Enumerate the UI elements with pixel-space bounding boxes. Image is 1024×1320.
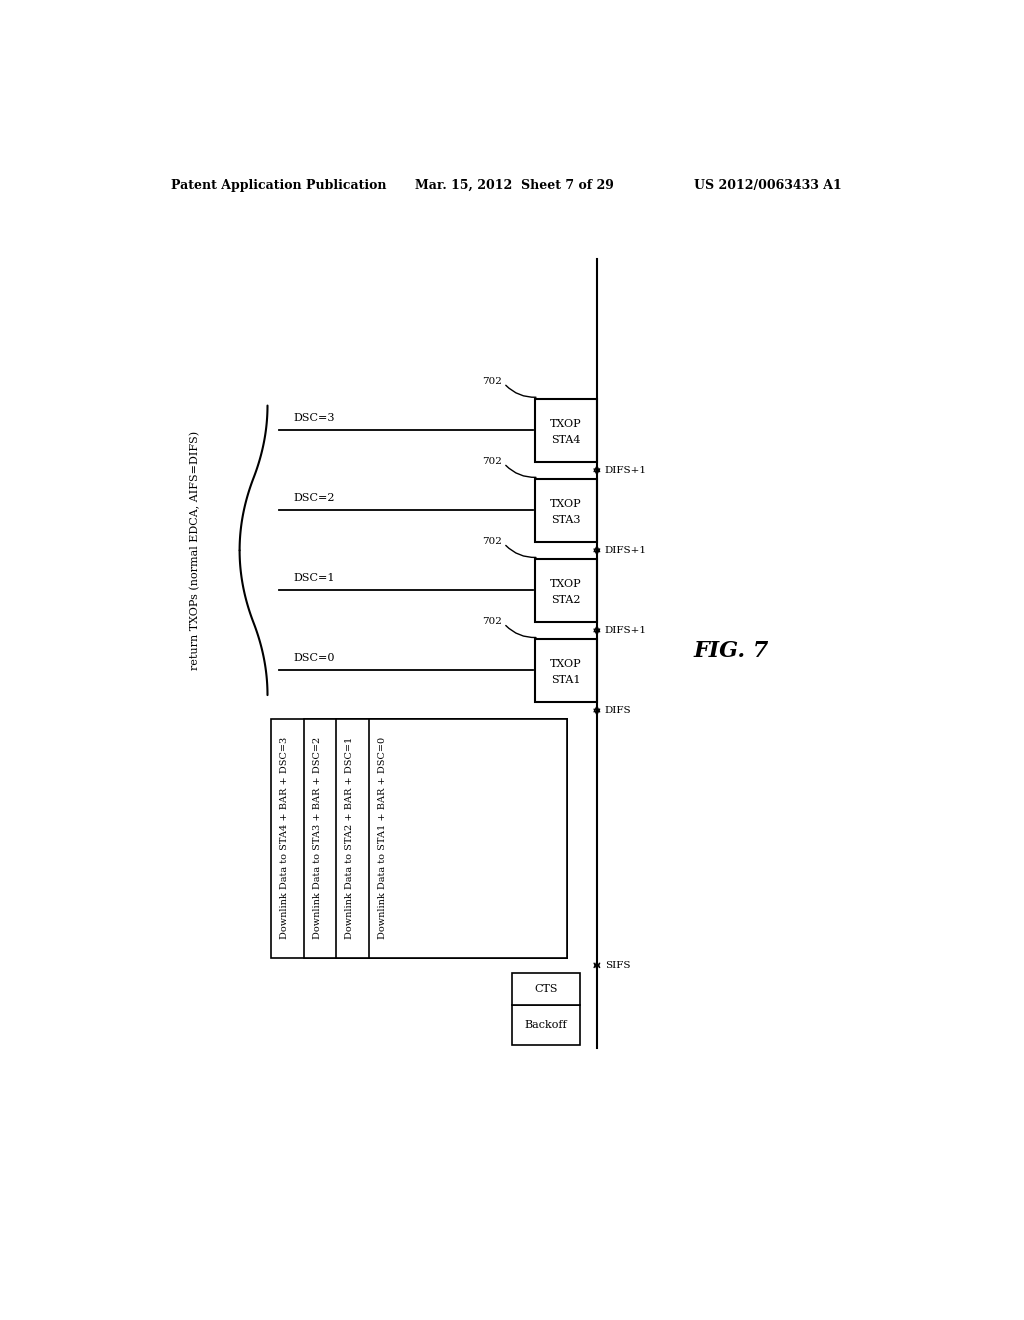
Text: TXOP: TXOP bbox=[550, 418, 582, 429]
Text: US 2012/0063433 A1: US 2012/0063433 A1 bbox=[693, 178, 842, 191]
Text: 702: 702 bbox=[482, 378, 502, 387]
FancyBboxPatch shape bbox=[369, 719, 567, 958]
Text: Patent Application Publication: Patent Application Publication bbox=[171, 178, 386, 191]
Text: STA2: STA2 bbox=[551, 595, 581, 606]
Text: CTS: CTS bbox=[534, 985, 557, 994]
Text: DIFS+1: DIFS+1 bbox=[604, 626, 646, 635]
FancyBboxPatch shape bbox=[512, 973, 580, 1006]
Text: DSC=2: DSC=2 bbox=[293, 492, 335, 503]
Text: Downlink Data to STA3 + BAR + DSC=2: Downlink Data to STA3 + BAR + DSC=2 bbox=[312, 737, 322, 940]
FancyBboxPatch shape bbox=[535, 639, 597, 702]
Text: STA3: STA3 bbox=[551, 515, 581, 525]
Text: Downlink Data to STA2 + BAR + DSC=1: Downlink Data to STA2 + BAR + DSC=1 bbox=[345, 737, 354, 940]
Text: Mar. 15, 2012  Sheet 7 of 29: Mar. 15, 2012 Sheet 7 of 29 bbox=[415, 178, 613, 191]
Text: DSC=3: DSC=3 bbox=[293, 413, 335, 422]
FancyBboxPatch shape bbox=[535, 399, 597, 462]
Text: Downlink Data to STA1 + BAR + DSC=0: Downlink Data to STA1 + BAR + DSC=0 bbox=[378, 738, 387, 940]
Text: DIFS+1: DIFS+1 bbox=[604, 466, 646, 475]
Text: SIFS: SIFS bbox=[604, 961, 630, 970]
Text: return TXOPs (normal EDCA, AIFS=DIFS): return TXOPs (normal EDCA, AIFS=DIFS) bbox=[190, 430, 201, 669]
Text: TXOP: TXOP bbox=[550, 579, 582, 589]
FancyBboxPatch shape bbox=[271, 719, 567, 958]
Text: TXOP: TXOP bbox=[550, 659, 582, 669]
Text: STA1: STA1 bbox=[551, 676, 581, 685]
FancyBboxPatch shape bbox=[535, 558, 597, 622]
Text: DIFS+1: DIFS+1 bbox=[604, 546, 646, 554]
Text: 702: 702 bbox=[482, 457, 502, 466]
Text: STA4: STA4 bbox=[551, 436, 581, 445]
Text: FIG. 7: FIG. 7 bbox=[693, 640, 769, 663]
Text: DSC=1: DSC=1 bbox=[293, 573, 335, 582]
Text: DIFS: DIFS bbox=[604, 706, 631, 715]
Text: DSC=0: DSC=0 bbox=[293, 653, 335, 663]
FancyBboxPatch shape bbox=[535, 479, 597, 543]
Text: Downlink Data to STA4 + BAR + DSC=3: Downlink Data to STA4 + BAR + DSC=3 bbox=[280, 737, 289, 940]
FancyBboxPatch shape bbox=[337, 719, 567, 958]
Text: Backoff: Backoff bbox=[524, 1020, 567, 1031]
Text: 702: 702 bbox=[482, 618, 502, 627]
Text: 702: 702 bbox=[482, 537, 502, 546]
FancyBboxPatch shape bbox=[304, 719, 567, 958]
FancyBboxPatch shape bbox=[512, 1006, 580, 1045]
Text: TXOP: TXOP bbox=[550, 499, 582, 510]
